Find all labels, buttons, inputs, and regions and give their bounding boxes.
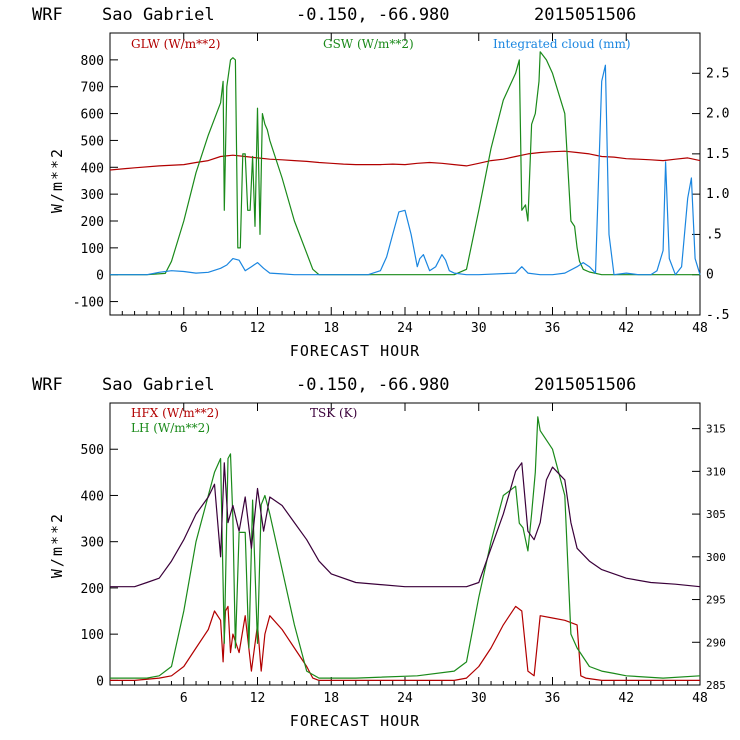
y2-tick-label: .5: [706, 227, 722, 242]
series-line-green: [110, 51, 700, 276]
x-tick-label: 36: [545, 691, 561, 706]
x-tick-label: 12: [250, 691, 266, 706]
panel2-location: Sao Gabriel: [102, 375, 215, 395]
series-line-green: [110, 416, 701, 679]
y2-tick-label: 290: [706, 636, 726, 649]
x-tick-label: 30: [471, 691, 487, 706]
y2-tick-label: 1.0: [706, 187, 729, 202]
series-line-red: [110, 605, 700, 682]
x-tick-label: 24: [397, 691, 413, 706]
x-tick-label: 18: [323, 691, 339, 706]
y2-tick-label: 0: [706, 268, 714, 283]
panel2-xlabel: FORECAST HOUR: [290, 712, 420, 730]
x-tick-label: 48: [692, 691, 708, 706]
y-tick-label: 400: [81, 161, 104, 176]
y-tick-label: 200: [81, 582, 104, 597]
y-tick-label: 400: [81, 489, 104, 504]
panel2-model: WRF: [32, 375, 63, 395]
panel1-legend-glw: GLW (W/m**2): [131, 37, 220, 51]
y2-tick-label: 315: [706, 423, 726, 436]
panel2-run: 2015051506: [534, 375, 636, 395]
y2-tick-label: 285: [706, 679, 726, 692]
y2-tick-label: 300: [706, 551, 726, 564]
y2-tick-label: 310: [706, 465, 726, 478]
x-tick-label: 42: [618, 321, 634, 336]
y-tick-label: 300: [81, 188, 104, 203]
panel1-location: Sao Gabriel: [102, 5, 215, 25]
panel1-chart: 6 12 18 24 30 36 42 48 -100 0 100 200 300 400 500 600 70…: [73, 33, 729, 336]
x-tick-label: 18: [323, 321, 339, 336]
panel1-legend-gsw: GSW (W/m**2): [323, 37, 414, 51]
y2-tick-label: 295: [706, 594, 726, 607]
x-tick-label: 12: [250, 321, 266, 336]
x-tick-label: 42: [618, 691, 634, 706]
panel2-coords: -0.150, -66.980: [296, 375, 450, 395]
y2-tick-label: 2.5: [706, 66, 729, 81]
x-tick-label: 30: [471, 321, 487, 336]
series-line-red: [109, 150, 701, 171]
panel1-coords: -0.150, -66.980: [296, 5, 450, 25]
y-tick-label: 0: [96, 269, 104, 284]
panel1-model: WRF: [32, 5, 63, 25]
panel2-plot-frame: [109, 402, 701, 686]
y-tick-label: 300: [81, 536, 104, 551]
panel2-chart: 6 12 18 24 30 36 42 48 0 100 200 300 400 500 285 290 295…: [81, 403, 726, 706]
x-tick-label: 24: [397, 321, 413, 336]
y2-tick-label: 305: [706, 508, 726, 521]
panel1-legend-cloud: Integrated cloud (mm): [493, 37, 631, 51]
y-tick-label: 500: [81, 134, 104, 149]
y2-tick-label: -.5: [706, 308, 729, 323]
panel2-legend-lh: LH (W/m**2): [131, 421, 210, 435]
panel2-ylabel: W/m**2: [48, 512, 66, 578]
y-tick-label: 800: [81, 54, 104, 69]
y-tick-label: 600: [81, 108, 104, 123]
x-tick-label: 6: [180, 321, 188, 336]
panel2-legend-hfx: HFX (W/m**2): [131, 406, 219, 420]
series-line-blue: [110, 64, 701, 276]
panel1-ylabel: W/m**2: [48, 147, 66, 213]
y-tick-label: 500: [81, 443, 104, 458]
y2-tick-label: 1.5: [706, 147, 729, 162]
panel2-legend-tsk: TSK (K): [310, 406, 357, 420]
series-line-purple: [110, 462, 701, 588]
y-tick-label: -100: [73, 296, 104, 311]
y2-tick-label: 2.0: [706, 107, 729, 122]
panel1-run: 2015051506: [534, 5, 636, 25]
y-tick-label: 100: [81, 628, 104, 643]
x-tick-label: 48: [692, 321, 708, 336]
x-tick-label: 6: [180, 691, 188, 706]
panel1-xlabel: FORECAST HOUR: [290, 342, 420, 360]
x-tick-label: 36: [545, 321, 561, 336]
y-tick-label: 700: [81, 81, 104, 96]
y-tick-label: 200: [81, 215, 104, 230]
y-tick-label: 0: [96, 674, 104, 689]
y-tick-label: 100: [81, 242, 104, 257]
